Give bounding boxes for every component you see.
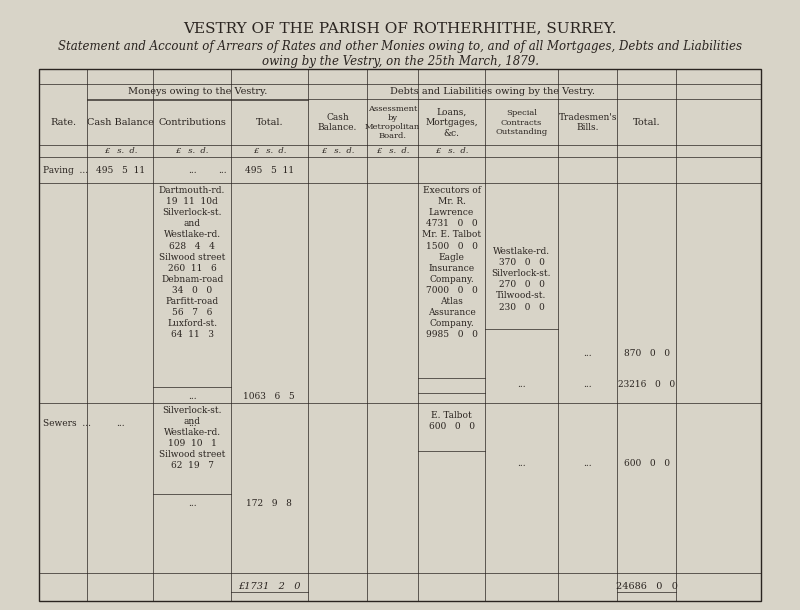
Text: £   s.  d.: £ s. d.: [104, 147, 137, 156]
Text: ...: ...: [188, 392, 196, 401]
Text: £   s.  d.: £ s. d.: [376, 147, 410, 156]
Text: Cash
Balance.: Cash Balance.: [318, 113, 357, 132]
Text: £1731   2   0: £1731 2 0: [238, 583, 301, 591]
Text: Dartmouth-rd.
19  11  10d
Silverlock-st.
and
Westlake-rd.
628   4   4
Silwood st: Dartmouth-rd. 19 11 10d Silverlock-st. a…: [159, 186, 226, 339]
Text: £   s.  d.: £ s. d.: [175, 147, 209, 156]
Text: ...: ...: [583, 350, 592, 358]
Text: Total.: Total.: [633, 118, 660, 127]
Bar: [39, 69, 761, 601]
Text: 600   0   0: 600 0 0: [623, 459, 670, 468]
Text: ...: ...: [583, 459, 592, 468]
Text: Contributions: Contributions: [158, 118, 226, 127]
Text: Silverlock-st.
and
Westlake-rd.
109  10   1
Silwood street
62  19   7: Silverlock-st. and Westlake-rd. 109 10 1…: [159, 406, 226, 470]
Text: ...: ...: [188, 166, 196, 174]
Text: ...: ...: [583, 380, 592, 389]
Text: Moneys owing to the Vestry.: Moneys owing to the Vestry.: [128, 87, 267, 96]
Text: Sewers  ...: Sewers ...: [43, 420, 91, 428]
Text: ...: ...: [188, 420, 196, 428]
Text: owing by the Vestry, on the 25th March, 1879.: owing by the Vestry, on the 25th March, …: [262, 55, 538, 68]
Text: Tradesmen's
Bills.: Tradesmen's Bills.: [558, 113, 617, 132]
Text: £   s.  d.: £ s. d.: [321, 147, 354, 156]
Text: ...: ...: [517, 380, 526, 389]
Text: £   s.  d.: £ s. d.: [435, 147, 468, 156]
Text: ...: ...: [188, 499, 196, 508]
Text: 23216   0   0: 23216 0 0: [618, 380, 675, 389]
Text: Paving  ...: Paving ...: [43, 166, 88, 174]
Text: 870   0   0: 870 0 0: [623, 350, 670, 358]
Text: £   s.  d.: £ s. d.: [253, 147, 286, 156]
Text: Rate.: Rate.: [50, 118, 76, 127]
Text: ...: ...: [116, 420, 125, 428]
Text: 172   9   8: 172 9 8: [246, 499, 292, 508]
Text: 495   5  11: 495 5 11: [96, 166, 145, 174]
Text: E. Talbot
600   0   0: E. Talbot 600 0 0: [429, 411, 474, 431]
Text: Debts and Liabilities owing by the Vestry.: Debts and Liabilities owing by the Vestr…: [390, 87, 594, 96]
Text: ...: ...: [218, 166, 227, 174]
Text: VESTRY OF THE PARISH OF ROTHERHITHE, SURREY.: VESTRY OF THE PARISH OF ROTHERHITHE, SUR…: [183, 21, 617, 35]
Text: Executors of
Mr. R.
Lawrence
4731   0   0
Mr. E. Talbot
1500   0   0
Eagle
Insur: Executors of Mr. R. Lawrence 4731 0 0 Mr…: [422, 186, 481, 339]
Text: Cash Balance: Cash Balance: [87, 118, 154, 127]
Text: Special
Contracts
Outstanding: Special Contracts Outstanding: [495, 109, 547, 136]
Text: Statement and Account of Arrears of Rates and other Monies owing to, and of all : Statement and Account of Arrears of Rate…: [58, 40, 742, 52]
Text: Westlake-rd.
370   0   0
Silverlock-st.
270   0   0
Tilwood-st.
230   0   0: Westlake-rd. 370 0 0 Silverlock-st. 270 …: [492, 247, 551, 312]
Text: 495   5  11: 495 5 11: [245, 166, 294, 174]
Text: Total.: Total.: [255, 118, 283, 127]
Text: Loans,
Mortgages,
&c.: Loans, Mortgages, &c.: [426, 108, 478, 137]
Text: Assessment
by
Metropolitan
Board.: Assessment by Metropolitan Board.: [365, 105, 420, 140]
Text: 1063   6   5: 1063 6 5: [243, 392, 295, 401]
Text: 24686   0   0: 24686 0 0: [616, 583, 678, 591]
Text: ...: ...: [517, 459, 526, 468]
